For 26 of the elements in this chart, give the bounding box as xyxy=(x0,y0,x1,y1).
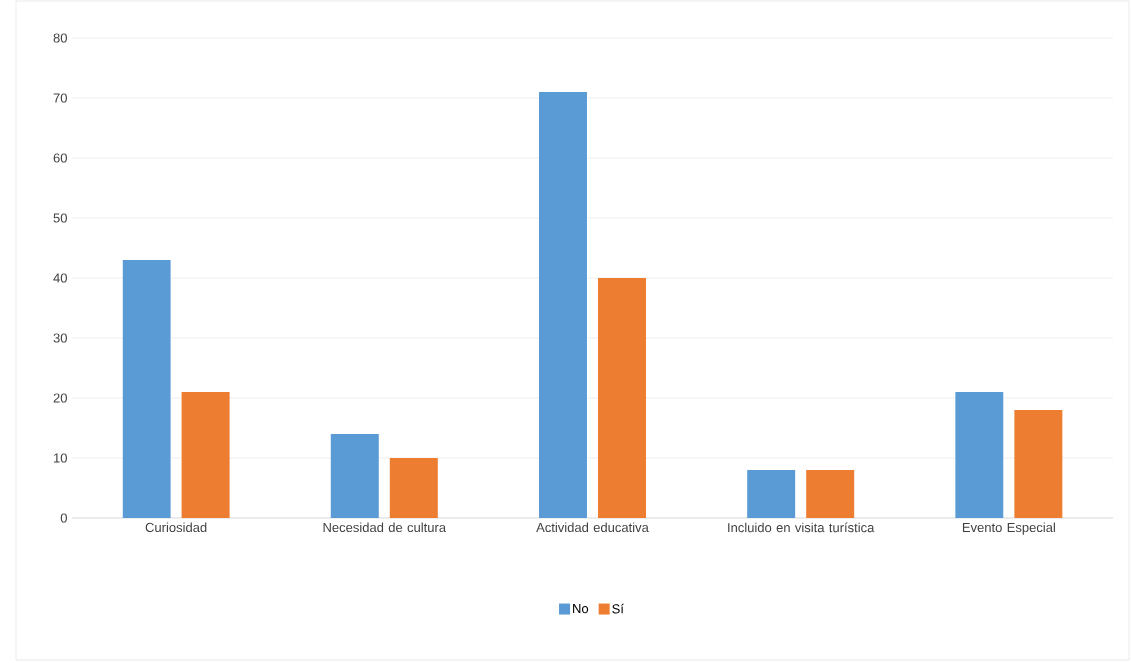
x-tick-label: Curiosidad xyxy=(145,522,207,533)
y-tick-label: 20 xyxy=(53,393,67,403)
bar xyxy=(122,259,171,518)
bar xyxy=(389,457,438,518)
bar xyxy=(181,391,230,518)
bar xyxy=(597,277,646,518)
y-tick-label: 40 xyxy=(53,273,67,283)
x-tick-label: Actividad educativa xyxy=(536,522,649,533)
legend-label: Sí xyxy=(612,603,624,614)
x-tick-label: Evento Especial xyxy=(962,522,1055,535)
bar xyxy=(955,391,1004,518)
x-tick-label: Necesidad de cultura xyxy=(323,522,447,533)
bar xyxy=(330,433,379,518)
y-tick-label: 70 xyxy=(53,93,67,103)
bar xyxy=(747,469,796,518)
legend-label: No xyxy=(573,604,589,614)
bar xyxy=(806,469,855,518)
bar xyxy=(1014,409,1063,518)
bar xyxy=(538,92,587,518)
y-tick-label: 30 xyxy=(53,333,67,343)
x-tick-label: Incluido en visita turística xyxy=(728,522,875,533)
y-tick-label: 10 xyxy=(54,453,67,463)
y-tick-label: 80 xyxy=(53,33,67,43)
y-tick-label: 60 xyxy=(53,153,67,163)
y-tick-label: 50 xyxy=(53,213,67,223)
y-tick-label: 0 xyxy=(60,513,67,523)
